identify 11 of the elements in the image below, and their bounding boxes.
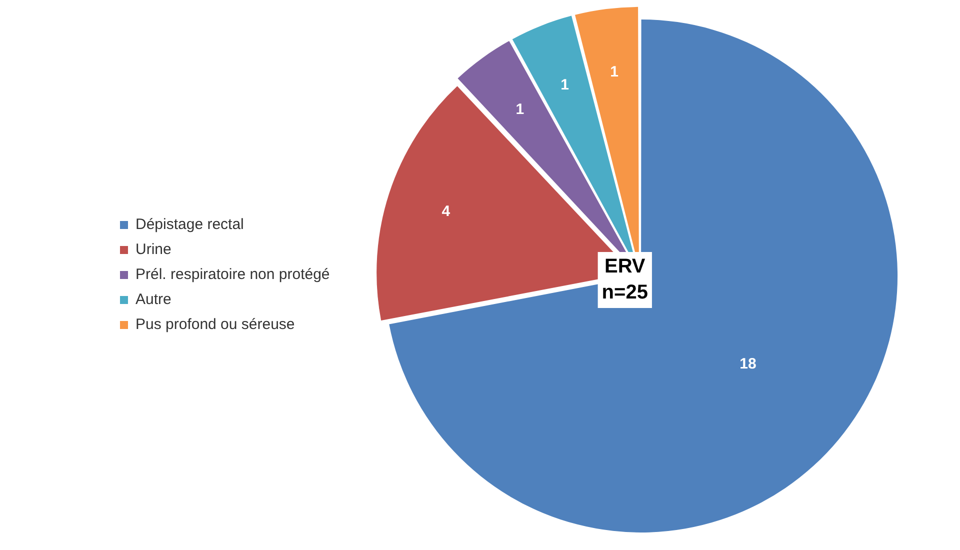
legend-label: Urine (136, 241, 172, 258)
legend-label: Prél. respiratoire non protégé (136, 266, 330, 284)
legend-label: Pus profond ou séreuse (136, 316, 295, 334)
data-label: 4 (442, 203, 451, 220)
legend-label: Dépistage rectal (136, 216, 244, 234)
text: ERV n=25 (602, 256, 648, 304)
data-label: 1 (516, 101, 524, 118)
data-label: 1 (560, 76, 569, 94)
legend-label: Autre (136, 291, 172, 308)
data-label: 1 (610, 64, 618, 81)
data-label: 18 (740, 356, 756, 373)
